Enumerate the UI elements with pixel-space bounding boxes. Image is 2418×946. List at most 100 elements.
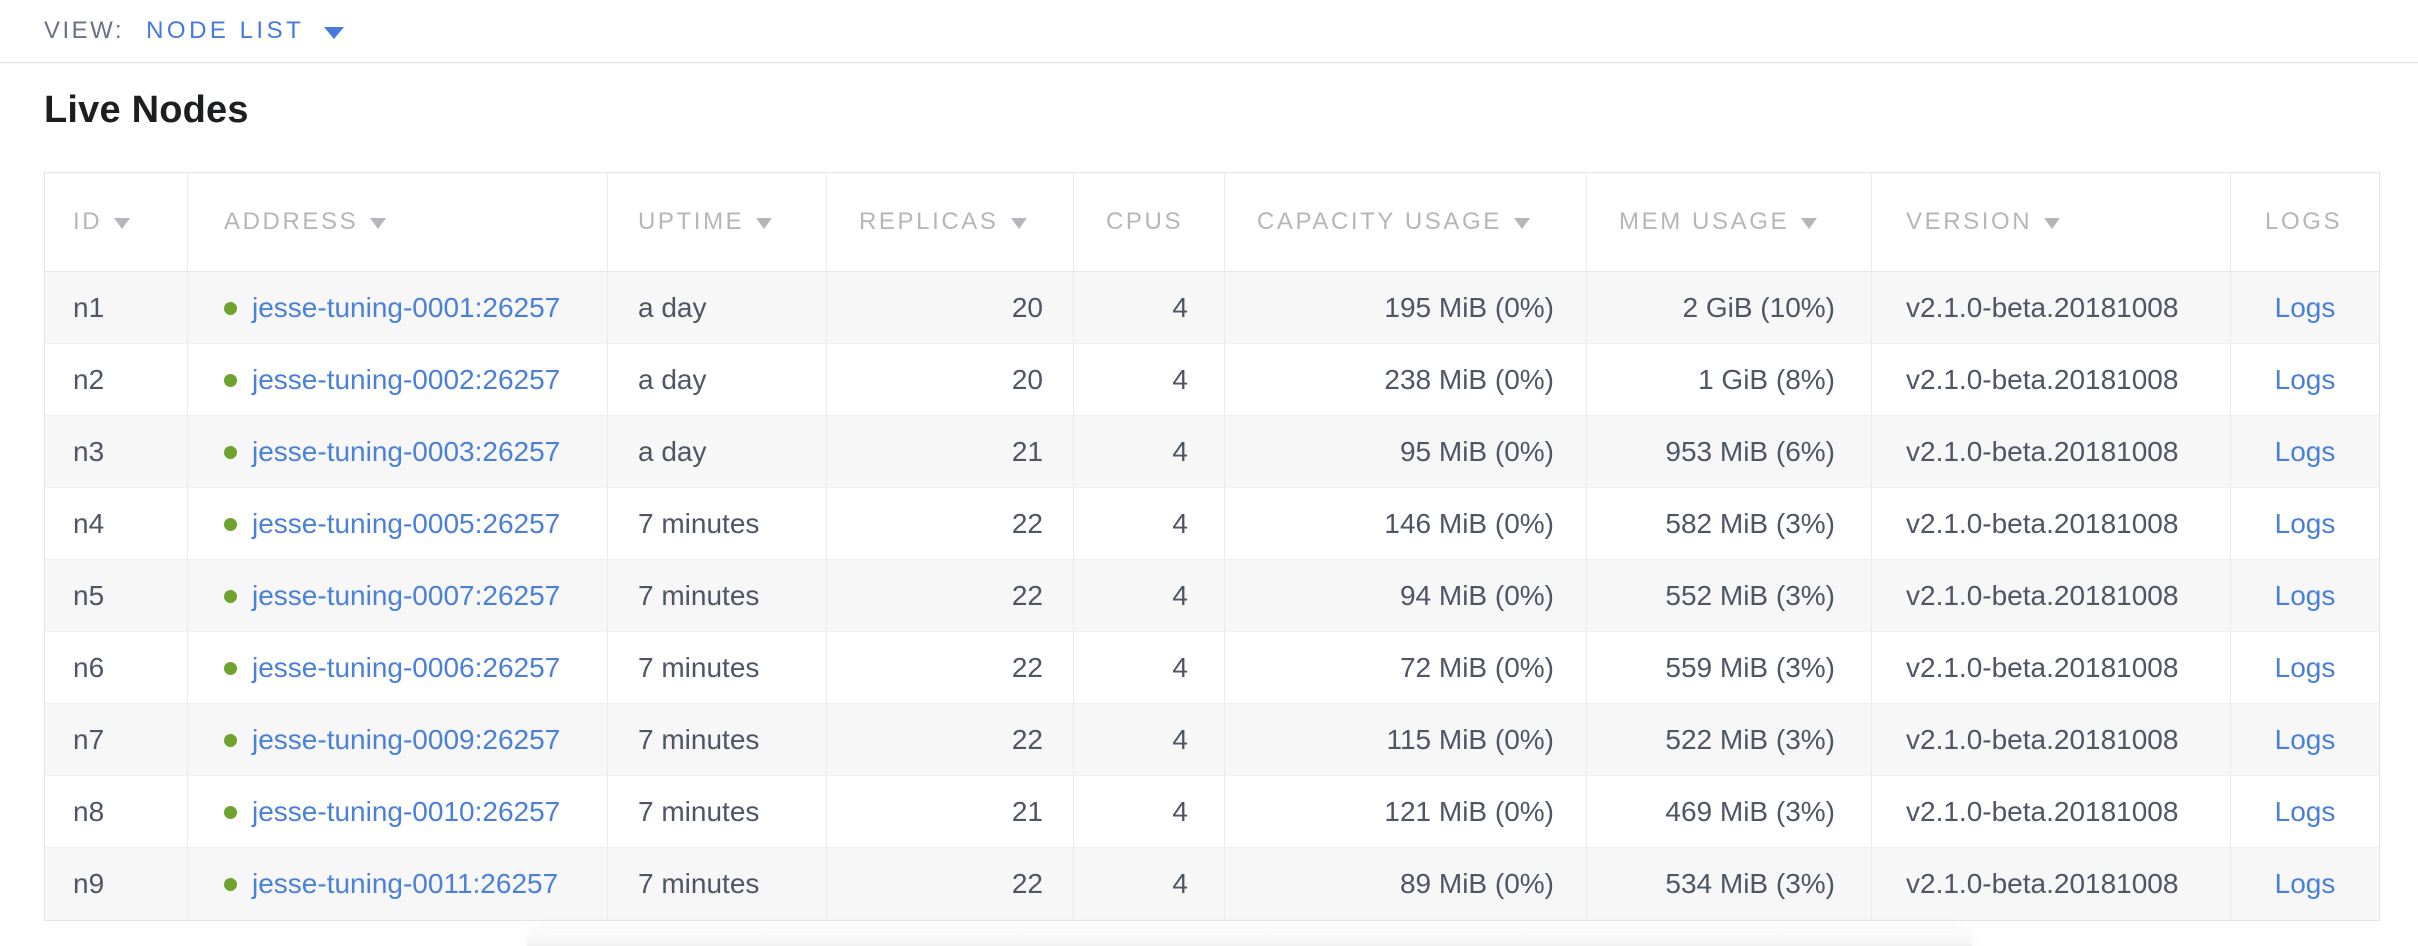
cell-logs: Logs (2230, 560, 2379, 632)
cell-address: jesse-tuning-0006:26257 (187, 632, 607, 704)
chevron-down-icon (324, 27, 345, 39)
node-address-link[interactable]: jesse-tuning-0003:26257 (252, 435, 561, 467)
cell-node-id: n6 (45, 632, 187, 704)
cell-node-id: n8 (45, 776, 187, 848)
cell-mem-usage: 953 MiB (6%) (1586, 416, 1871, 488)
cell-replicas: 22 (826, 632, 1073, 704)
cell-logs: Logs (2230, 704, 2379, 776)
table-row: n2 jesse-tuning-0002:26257 a day 20 4 238 MiB… (45, 344, 2379, 416)
cell-node-id: n5 (45, 560, 187, 632)
cell-capacity-usage: 94 MiB (0%) (1224, 560, 1586, 632)
cell-mem-usage: 559 MiB (3%) (1586, 632, 1871, 704)
table-header-row: ID ADDRESS UPTIME REPLICAS CPUS CAPACITY USAG… (45, 173, 2379, 272)
cell-capacity-usage: 72 MiB (0%) (1224, 632, 1586, 704)
node-address-link[interactable]: jesse-tuning-0001:26257 (252, 291, 561, 323)
logs-link[interactable]: Logs (2274, 795, 2336, 827)
cell-version: v2.1.0-beta.20181008 (1871, 272, 2230, 344)
cell-address: jesse-tuning-0002:26257 (187, 344, 607, 416)
sort-caret-icon (2044, 218, 2061, 229)
cell-logs: Logs (2230, 488, 2379, 560)
logs-link[interactable]: Logs (2274, 363, 2336, 395)
logs-link[interactable]: Logs (2274, 291, 2336, 323)
node-address-link[interactable]: jesse-tuning-0011:26257 (252, 868, 559, 899)
cell-mem-usage: 552 MiB (3%) (1586, 560, 1871, 632)
cell-capacity-usage: 95 MiB (0%) (1224, 416, 1586, 488)
column-label: CAPACITY USAGE (1257, 208, 1502, 235)
logs-link[interactable]: Logs (2274, 723, 2336, 755)
cell-mem-usage: 2 GiB (10%) (1586, 272, 1871, 344)
node-address-link[interactable]: jesse-tuning-0007:26257 (252, 579, 561, 611)
node-live-status-icon (224, 805, 237, 819)
node-address-link[interactable]: jesse-tuning-0002:26257 (252, 363, 561, 395)
cell-version: v2.1.0-beta.20181008 (1871, 416, 2230, 488)
node-address-link[interactable]: jesse-tuning-0005:26257 (252, 507, 561, 539)
column-header-uptime[interactable]: UPTIME (607, 173, 826, 272)
cell-capacity-usage: 121 MiB (0%) (1224, 776, 1586, 848)
view-selector-dropdown[interactable]: NODE LIST (146, 17, 345, 45)
column-header-address[interactable]: ADDRESS (187, 173, 607, 272)
cell-version: v2.1.0-beta.20181008 (1871, 632, 2230, 704)
node-address-link[interactable]: jesse-tuning-0009:26257 (252, 723, 561, 755)
cell-cpus: 4 (1073, 488, 1224, 560)
cell-uptime: 7 minutes (607, 488, 826, 560)
cell-version: v2.1.0-beta.20181008 (1871, 776, 2230, 848)
cell-mem-usage: 522 MiB (3%) (1586, 704, 1871, 776)
cell-mem-usage: 1 GiB (8%) (1586, 344, 1871, 416)
column-label: VERSION (1906, 208, 2033, 235)
column-label: ADDRESS (224, 208, 359, 235)
node-live-status-icon (224, 301, 237, 315)
view-bar: VIEW: NODE LIST (0, 0, 2418, 63)
live-nodes-section: Live Nodes ID ADDRESS UPTIME REPLICAS CPUS CA… (0, 89, 2418, 921)
logs-link[interactable]: Logs (2274, 507, 2336, 539)
cell-capacity-usage: 115 MiB (0%) (1224, 704, 1586, 776)
next-section-edge (527, 929, 1972, 946)
sort-caret-icon (1801, 218, 1818, 229)
cell-mem-usage: 534 MiB (3%) (1586, 848, 1871, 920)
cell-replicas: 22 (826, 704, 1073, 776)
cell-uptime: a day (607, 416, 826, 488)
logs-link[interactable]: Logs (2274, 579, 2336, 611)
cell-uptime: 7 minutes (607, 704, 826, 776)
cell-capacity-usage: 238 MiB (0%) (1224, 344, 1586, 416)
cell-uptime: 7 minutes (607, 776, 826, 848)
cell-node-id: n2 (45, 344, 187, 416)
page-title: Live Nodes (44, 89, 249, 131)
cell-node-id: n7 (45, 704, 187, 776)
cell-replicas: 22 (826, 488, 1073, 560)
table-row: n6 jesse-tuning-0006:26257 7 minutes 22 4 72 … (45, 632, 2379, 704)
table-row: n5 jesse-tuning-0007:26257 7 minutes 22 4 94 … (45, 560, 2379, 632)
cell-address: jesse-tuning-0011:26257 (187, 848, 607, 920)
logs-link[interactable]: Logs (2274, 435, 2336, 467)
cell-cpus: 4 (1073, 848, 1224, 920)
node-address-link[interactable]: jesse-tuning-0006:26257 (252, 651, 561, 683)
table-row: n3 jesse-tuning-0003:26257 a day 21 4 95 MiB … (45, 416, 2379, 488)
cell-logs: Logs (2230, 848, 2379, 920)
cell-address: jesse-tuning-0005:26257 (187, 488, 607, 560)
cell-replicas: 22 (826, 848, 1073, 920)
view-label: VIEW: (44, 17, 125, 44)
cell-capacity-usage: 146 MiB (0%) (1224, 488, 1586, 560)
node-live-status-icon (224, 373, 237, 387)
cell-cpus: 4 (1073, 704, 1224, 776)
sort-caret-icon (1513, 218, 1530, 229)
cell-logs: Logs (2230, 632, 2379, 704)
sort-caret-icon (370, 218, 387, 229)
column-label: ID (73, 208, 103, 235)
logs-link[interactable]: Logs (2274, 868, 2336, 899)
cell-cpus: 4 (1073, 632, 1224, 704)
column-header-replicas[interactable]: REPLICAS (826, 173, 1073, 272)
column-header-logs: LOGS (2230, 173, 2379, 272)
column-header-cpus: CPUS (1073, 173, 1224, 272)
cell-cpus: 4 (1073, 416, 1224, 488)
cell-replicas: 22 (826, 560, 1073, 632)
view-selector-value: NODE LIST (146, 17, 305, 44)
column-header-capacity_usage[interactable]: CAPACITY USAGE (1224, 173, 1586, 272)
column-header-mem_usage[interactable]: MEM USAGE (1586, 173, 1871, 272)
column-header-version[interactable]: VERSION (1871, 173, 2230, 272)
cell-version: v2.1.0-beta.20181008 (1871, 344, 2230, 416)
column-header-id[interactable]: ID (45, 173, 187, 272)
node-address-link[interactable]: jesse-tuning-0010:26257 (252, 795, 561, 827)
cell-uptime: a day (607, 344, 826, 416)
sort-caret-icon (114, 218, 131, 229)
logs-link[interactable]: Logs (2274, 651, 2336, 683)
